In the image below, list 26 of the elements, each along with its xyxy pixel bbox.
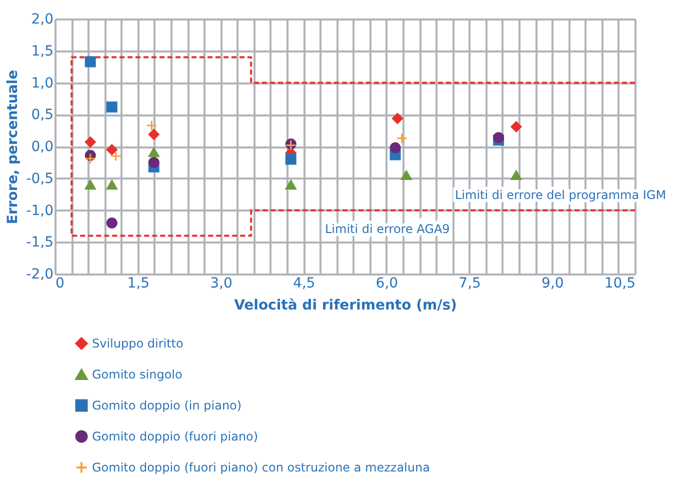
- x-tick-label: 7,5: [458, 276, 481, 292]
- legend-label: Gomito doppio (in piano): [92, 398, 242, 412]
- y-tick-label: 0,0: [31, 139, 54, 155]
- y-tick-label: 1,5: [31, 43, 54, 60]
- y-tick-label: -0,5: [26, 170, 54, 187]
- x-tick-label: 6,0: [376, 276, 398, 292]
- x-tick-label: 0: [56, 276, 64, 292]
- x-tick-label: 3,0: [210, 276, 232, 292]
- x-axis-title: Velocità di riferimento (m/s): [234, 298, 457, 314]
- x-tick-label: 4,5: [292, 276, 316, 292]
- x-tick-label: 10,5: [604, 276, 636, 292]
- annotation: Limiti di errore del programma IGM: [455, 188, 666, 202]
- y-tick-label: -1,0: [26, 202, 54, 219]
- x-tick-label: 1,5: [127, 276, 150, 292]
- y-tick-label: 0,5: [31, 107, 54, 124]
- y-tick-label: -1,5: [26, 234, 54, 251]
- annotation: Limiti di errore AGA9: [325, 222, 450, 236]
- legend-label: Sviluppo diritto: [92, 336, 184, 350]
- x-tick-label: 9,0: [542, 276, 564, 292]
- legend-label: Gomito singolo: [92, 368, 182, 382]
- y-tick-label: 1,0: [31, 75, 54, 92]
- y-tick-label: 2,0: [31, 12, 54, 28]
- legend-label: Gomito doppio (fuori piano) con ostruzione a mezzaluna: [92, 460, 430, 474]
- y-axis-title: Errore, percentuale: [5, 70, 22, 224]
- y-tick-label: -2,0: [26, 266, 54, 282]
- legend-label: Gomito doppio (fuori piano): [92, 430, 258, 444]
